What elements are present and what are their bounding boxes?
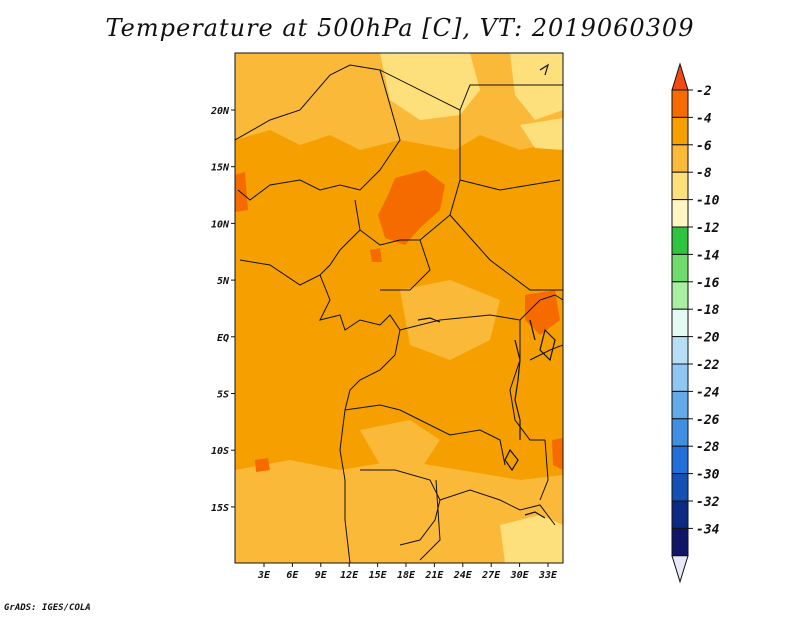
colorbar-label: -32 bbox=[696, 495, 720, 510]
colorbar-swatch bbox=[671, 336, 689, 365]
colorbar-swatch bbox=[671, 171, 689, 201]
colorbar-swatch bbox=[671, 418, 689, 447]
latitude-axis: 20N 15N 10N 5N EQ 5S 10S 15S bbox=[210, 106, 235, 514]
lon-tick-label: 12E bbox=[340, 570, 359, 581]
contour-east-pale bbox=[520, 118, 563, 150]
colorbar-label: -8 bbox=[696, 166, 712, 181]
contour-sahara-light bbox=[300, 95, 380, 135]
colorbar-label: -34 bbox=[696, 522, 720, 537]
temperature-field bbox=[235, 53, 563, 563]
map-title: Temperature at 500hPa [C], VT: 201906030… bbox=[105, 14, 695, 42]
lon-tick-label: 21E bbox=[424, 570, 444, 581]
grads-credit: GrADS: IGES/COLA bbox=[4, 603, 91, 613]
contour-southeast-pale bbox=[500, 515, 563, 563]
lon-tick-label: 15E bbox=[369, 570, 388, 581]
colorbar-swatch bbox=[671, 473, 689, 502]
colorbar-label: -20 bbox=[696, 331, 720, 346]
colorbar-label: -12 bbox=[696, 221, 720, 236]
colorbar-label: -24 bbox=[696, 385, 720, 400]
colorbar-swatch bbox=[671, 199, 689, 228]
lon-tick-label: 27E bbox=[481, 570, 501, 581]
colorbar-swatch bbox=[671, 89, 689, 118]
colorbar-label: -22 bbox=[696, 358, 720, 373]
longitude-axis: 3E 6E 9E 12E 15E 18E 21E 24E 27E 30E 33E bbox=[257, 563, 558, 581]
lat-tick-label: 15S bbox=[211, 503, 229, 514]
colorbar-label: -16 bbox=[696, 276, 720, 291]
lon-tick-label: 33E bbox=[538, 570, 558, 581]
contour-central-warm bbox=[370, 248, 382, 262]
lon-tick-label: 24E bbox=[453, 570, 473, 581]
colorbar-label: -18 bbox=[696, 303, 720, 318]
map-frame bbox=[234, 52, 564, 564]
colorbar-swatch bbox=[671, 390, 689, 420]
lake-outlines bbox=[417, 63, 556, 519]
colorbar-label: -2 bbox=[696, 84, 712, 99]
colorbar-label: -6 bbox=[696, 139, 712, 154]
contour-west-warm bbox=[235, 172, 248, 212]
lat-tick-label: 10N bbox=[211, 219, 230, 230]
colorbar: -2 -4 -6 -8 -10 -12 -14 -16 -18 -20 -22 -24 -26 -28 -3… bbox=[671, 62, 720, 584]
contour-northeast-pale bbox=[510, 53, 563, 120]
lat-tick-label: EQ bbox=[217, 333, 229, 344]
lat-tick-label: 5N bbox=[217, 276, 230, 287]
lon-tick-label: 6E bbox=[286, 570, 299, 581]
colorbar-top-arrow bbox=[671, 62, 689, 91]
colorbar-swatch bbox=[671, 253, 689, 283]
colorbar-swatch bbox=[671, 116, 689, 146]
lat-tick-label: 15N bbox=[211, 163, 230, 174]
colorbar-swatch bbox=[671, 308, 689, 338]
lat-tick-label: 20N bbox=[210, 106, 230, 117]
contour-north-pale bbox=[380, 53, 480, 120]
contour-lakes-warm bbox=[525, 290, 560, 335]
country-borders bbox=[235, 64, 563, 563]
lon-tick-label: 9E bbox=[315, 570, 328, 581]
contour-southwest-light bbox=[235, 460, 563, 563]
lat-tick-label: 5S bbox=[217, 390, 229, 401]
colorbar-swatch bbox=[671, 144, 689, 173]
colorbar-label: -30 bbox=[696, 468, 720, 483]
contour-southwest-warm bbox=[255, 458, 270, 472]
colorbar-label: -10 bbox=[696, 194, 720, 209]
colorbar-swatch bbox=[671, 527, 689, 557]
colorbar-label: -4 bbox=[696, 111, 712, 126]
colorbar-swatch bbox=[671, 500, 689, 529]
lon-tick-label: 30E bbox=[510, 570, 530, 581]
lon-tick-label: 18E bbox=[397, 570, 416, 581]
lon-tick-label: 3E bbox=[257, 570, 271, 581]
contour-central-light bbox=[400, 280, 500, 360]
colorbar-swatch bbox=[671, 363, 689, 392]
colorbar-label: -26 bbox=[696, 413, 720, 428]
colorbar-swatch bbox=[671, 226, 689, 255]
lat-tick-label: 10S bbox=[211, 446, 229, 457]
colorbar-label: -28 bbox=[696, 440, 720, 455]
colorbar-swatch bbox=[671, 281, 689, 310]
colorbar-swatch bbox=[671, 445, 689, 475]
contour-east-warm bbox=[552, 438, 563, 470]
contour-southcentral-light bbox=[360, 420, 440, 470]
colorbar-bottom-arrow bbox=[671, 555, 689, 584]
contour-chad-warm bbox=[378, 170, 445, 245]
colorbar-label: -14 bbox=[696, 248, 720, 263]
